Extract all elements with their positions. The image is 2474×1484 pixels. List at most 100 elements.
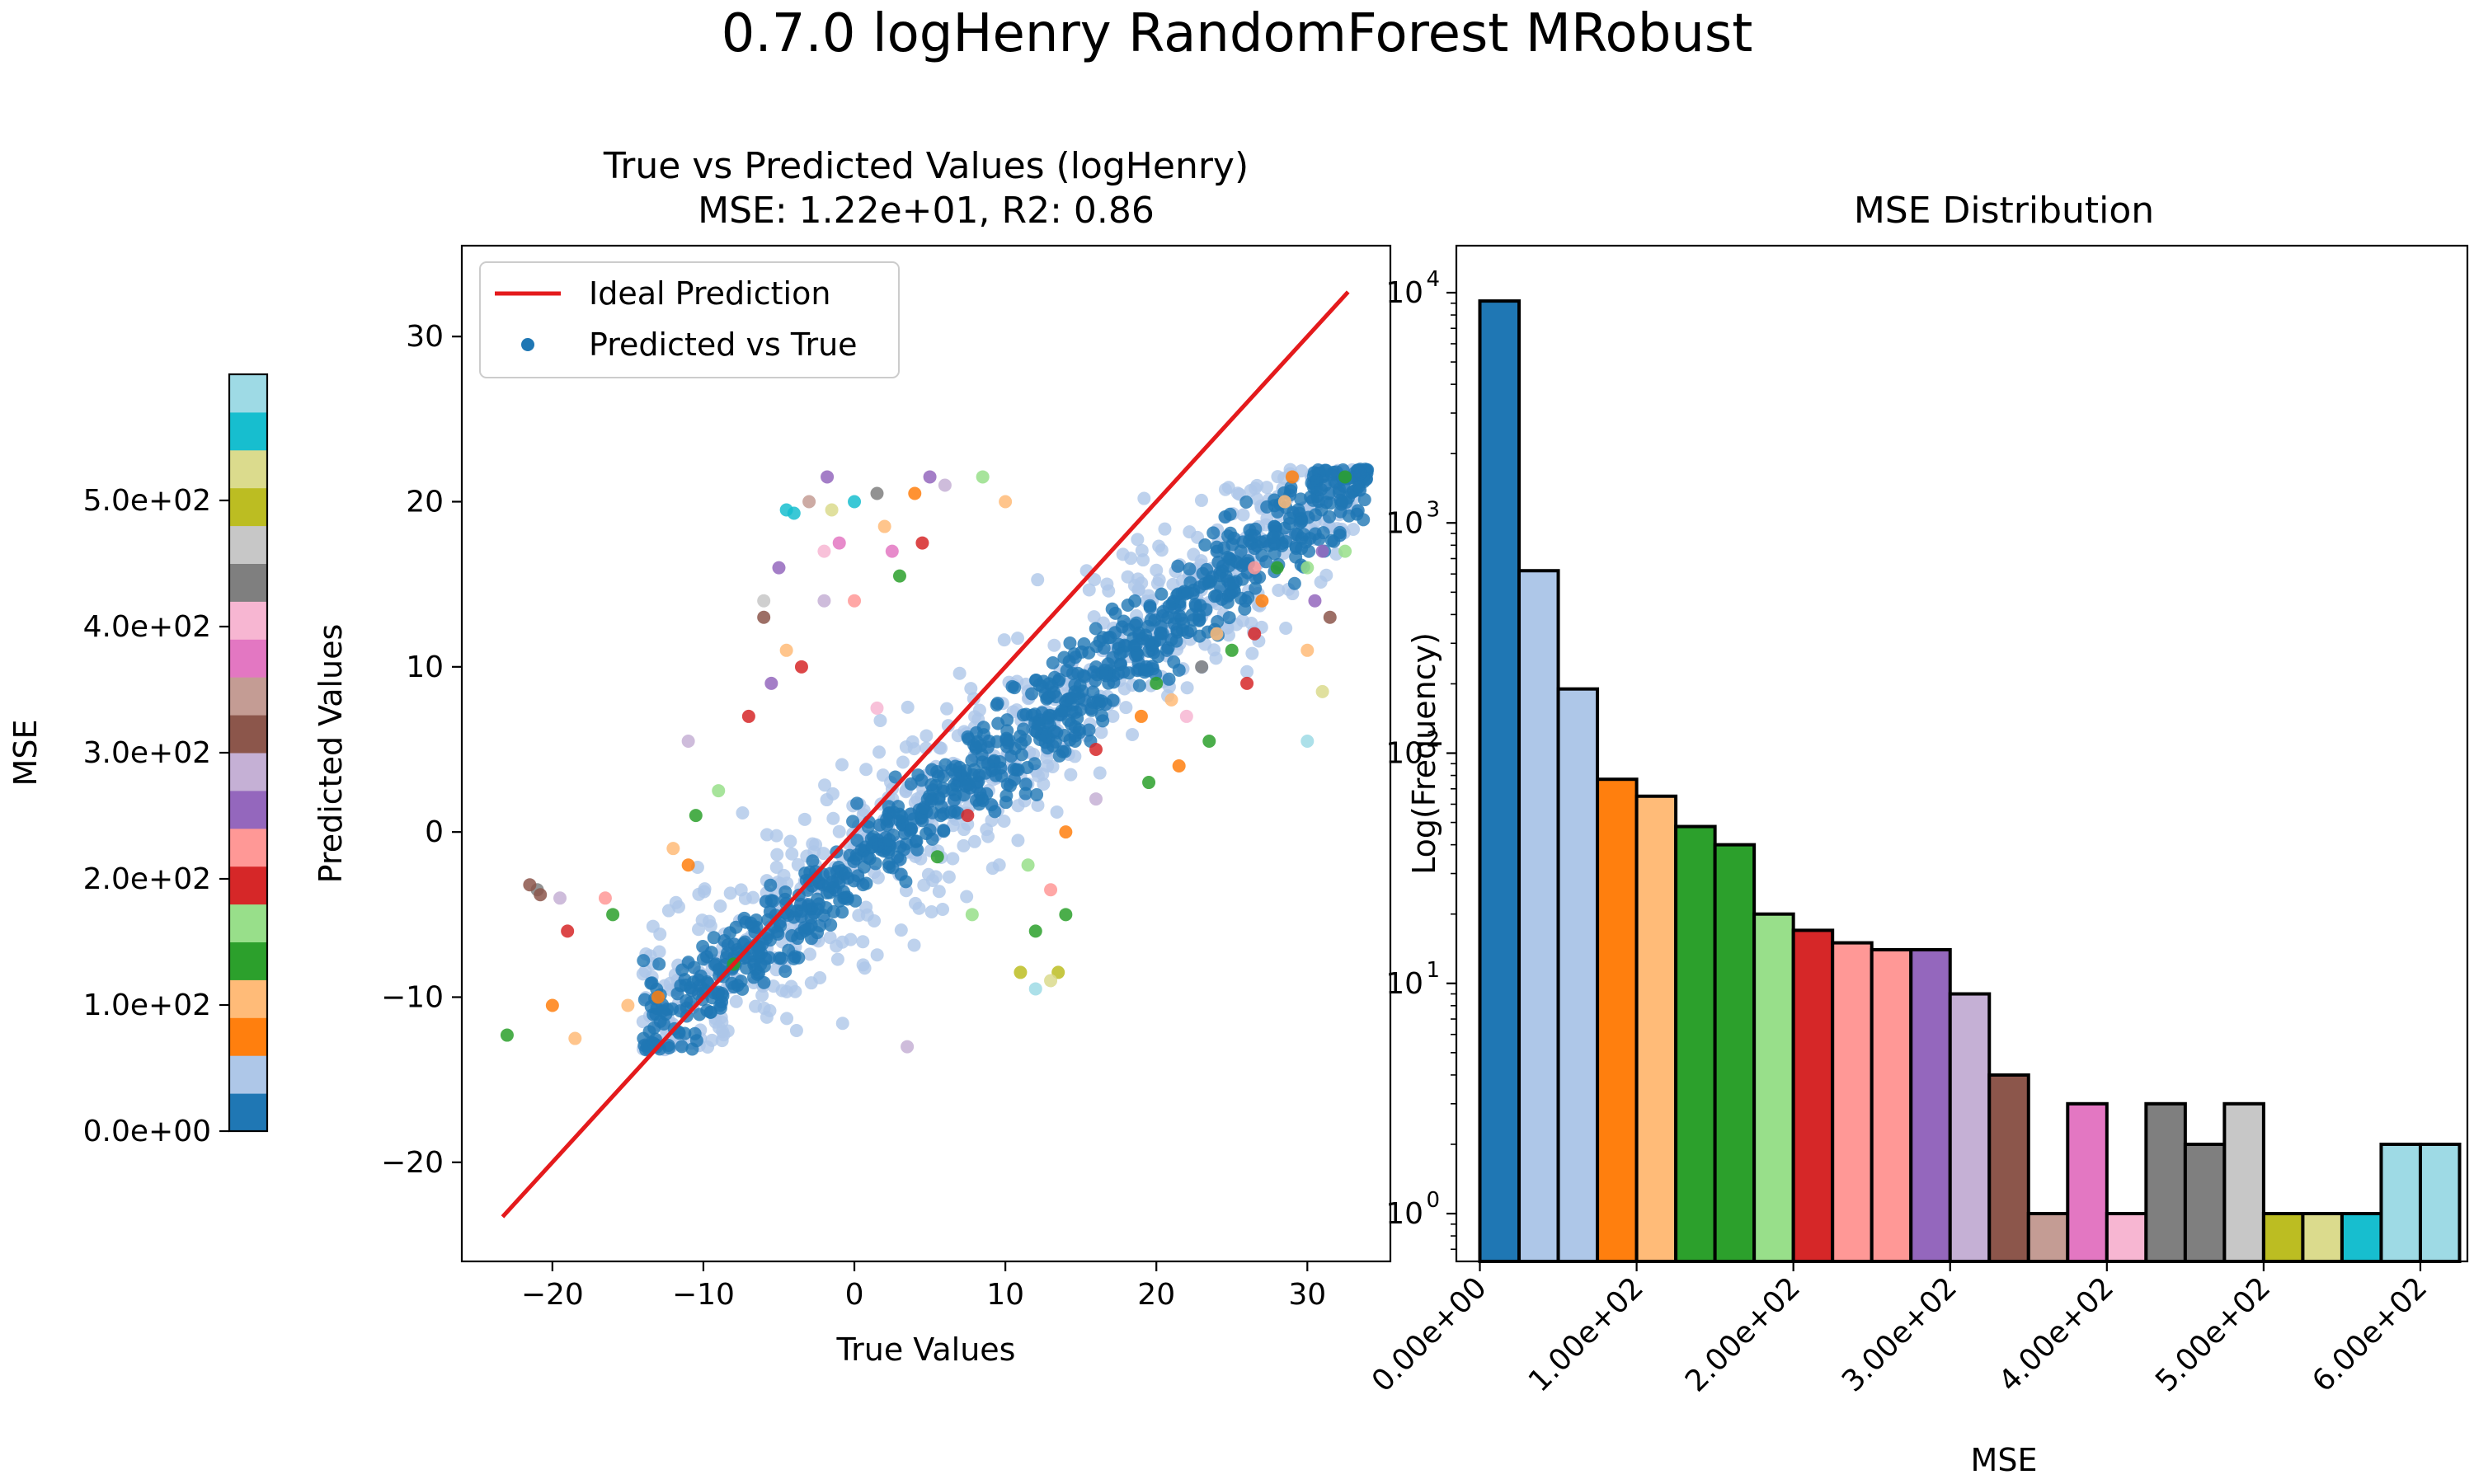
colorbar-segment <box>229 487 267 527</box>
scatter-point-outlier <box>545 998 559 1012</box>
scatter-point <box>951 806 965 820</box>
scatter-point <box>789 1024 803 1038</box>
scatter-point-outlier <box>930 850 944 864</box>
scatter-point <box>1314 575 1328 589</box>
scatter-point <box>1167 617 1181 631</box>
scatter-point <box>1243 523 1257 537</box>
histogram-bar <box>1556 687 1600 1263</box>
histogram-bars <box>1478 299 2462 1264</box>
scatter-point <box>1047 638 1061 652</box>
scatter-point <box>1218 482 1232 496</box>
scatter-point <box>1147 646 1161 660</box>
scatter-point-outlier <box>848 495 862 509</box>
histogram-bar <box>2183 1142 2227 1263</box>
scatter-point-outlier <box>821 470 835 484</box>
histogram-y-tick-label: 10 <box>1385 737 1423 771</box>
scatter-point <box>1028 757 1042 771</box>
scatter-point <box>911 768 925 782</box>
scatter-point <box>750 920 764 934</box>
scatter-point <box>1183 575 1197 589</box>
histogram-y-tick-label: 10 <box>1385 276 1423 310</box>
scatter-point-outlier <box>500 1028 514 1042</box>
scatter-point <box>1105 602 1119 616</box>
scatter-point <box>713 899 727 913</box>
scatter-point-outlier <box>1202 734 1216 748</box>
scatter-point-outlier <box>757 594 771 608</box>
scatter-point <box>1240 665 1254 679</box>
scatter-point-outlier <box>1179 709 1193 723</box>
colorbar-segment <box>229 1017 267 1056</box>
histogram-y-tick-label: 10 <box>1385 506 1423 540</box>
scatter-point <box>988 805 1002 819</box>
scatter-point <box>1236 508 1250 522</box>
colorbar-segment <box>229 904 267 942</box>
scatter-point <box>1071 666 1085 680</box>
scatter-point <box>1188 599 1202 613</box>
scatter-point <box>1064 768 1078 782</box>
histogram-x-tick-label: 2.00e+02 <box>1679 1270 1807 1398</box>
scatter-point <box>1007 762 1021 776</box>
scatter-point-outlier <box>757 610 771 624</box>
scatter-point <box>1062 655 1076 669</box>
scatter-point <box>1011 799 1025 813</box>
scatter-point <box>1164 633 1178 647</box>
scatter-point <box>1267 530 1281 544</box>
scatter-point <box>656 1004 670 1018</box>
scatter-point <box>917 878 931 892</box>
scatter-point <box>1286 587 1300 601</box>
scatter-point <box>1181 585 1195 599</box>
scatter-point-outlier <box>689 809 703 823</box>
scatter-point-outlier <box>772 561 786 575</box>
scatter-point <box>819 900 833 914</box>
scatter-point <box>1194 493 1208 507</box>
scatter-point <box>1129 638 1143 652</box>
scatter-point <box>999 733 1014 747</box>
scatter-point-outlier <box>965 908 979 922</box>
scatter-point <box>1031 769 1045 783</box>
scatter-point <box>873 714 887 728</box>
colorbar-segment <box>229 942 267 980</box>
scatter-point <box>946 852 960 866</box>
scatter-point <box>734 974 748 989</box>
scatter-point <box>975 791 989 805</box>
colorbar-tick-label: 2.0e+02 <box>83 862 211 896</box>
scatter-point <box>764 878 778 892</box>
scatter-point-outlier <box>681 734 695 748</box>
scatter-point <box>1180 681 1194 695</box>
scatter-point <box>861 820 875 834</box>
scatter-point <box>1017 722 1031 736</box>
scatter-point-outlier <box>1225 643 1239 657</box>
scatter-point <box>880 812 894 826</box>
scatter-point <box>1005 679 1019 693</box>
scatter-point <box>1294 492 1308 506</box>
scatter-x-tick-label: −20 <box>521 1278 584 1312</box>
scatter-point <box>764 894 778 908</box>
scatter-point <box>836 885 850 899</box>
scatter-point <box>1137 491 1151 505</box>
scatter-point <box>1221 621 1235 635</box>
scatter-point-outlier <box>1300 734 1315 748</box>
scatter-point <box>997 633 1011 647</box>
histogram-y-tick-label: 10 <box>1385 967 1423 1001</box>
scatter-point <box>936 903 950 917</box>
scatter-point <box>820 793 834 807</box>
scatter-point <box>1279 622 1293 636</box>
scatter-point <box>1082 723 1096 737</box>
scatter-point <box>835 1017 849 1031</box>
legend-box <box>479 261 900 378</box>
scatter-point <box>1063 636 1077 650</box>
scatter-point-outlier <box>999 495 1013 509</box>
histogram-y-tick-exponent: 3 <box>1426 497 1440 522</box>
scatter-point <box>755 989 769 1003</box>
scatter-point <box>1014 748 1028 762</box>
scatter-point <box>1171 559 1185 573</box>
legend-entry-predicted: Predicted vs True <box>589 326 858 363</box>
scatter-point <box>652 957 666 971</box>
scatter-point <box>1007 773 1021 787</box>
scatter-point <box>942 870 956 884</box>
scatter-point <box>991 716 1005 730</box>
scatter-point <box>886 861 900 875</box>
scatter-point <box>723 886 737 900</box>
scatter-point <box>671 899 685 913</box>
